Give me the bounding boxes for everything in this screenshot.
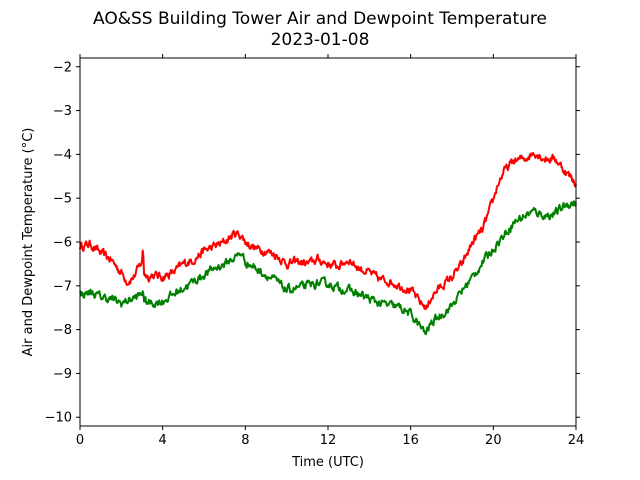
y-tick-label: −3 bbox=[53, 104, 72, 119]
x-tick-label: 12 bbox=[320, 433, 337, 448]
y-tick-label: −2 bbox=[53, 60, 72, 75]
y-tick-label: −4 bbox=[53, 148, 72, 163]
y-tick-label: −7 bbox=[53, 279, 72, 294]
y-tick-label: −6 bbox=[53, 236, 72, 251]
x-tick-label: 16 bbox=[402, 433, 419, 448]
y-tick-label: −8 bbox=[53, 323, 72, 338]
axis-ticks: 0 4 8 12 16 20 24 −10 −9 −8 −7 −6 −5 −4 −3 −2 bbox=[45, 54, 585, 448]
plot-lines bbox=[79, 151, 577, 336]
series-line-1 bbox=[79, 151, 577, 311]
x-tick-label: 8 bbox=[241, 433, 249, 448]
x-tick-label: 4 bbox=[159, 433, 167, 448]
x-tick-label: 0 bbox=[76, 433, 84, 448]
series-line-2 bbox=[79, 200, 577, 336]
chart-title: AO&SS Building Tower Air and Dewpoint Te… bbox=[93, 9, 547, 29]
y-axis-label: Air and Dewpoint Temperature (°C) bbox=[21, 128, 36, 357]
x-tick-label: 20 bbox=[485, 433, 502, 448]
y-tick-label: −5 bbox=[53, 192, 72, 207]
y-tick-label: −10 bbox=[45, 411, 72, 426]
y-tick-label: −9 bbox=[53, 367, 72, 382]
x-tick-label: 24 bbox=[568, 433, 585, 448]
x-axis-label: Time (UTC) bbox=[291, 455, 364, 470]
chart-subtitle-date: 2023-01-08 bbox=[271, 30, 370, 50]
